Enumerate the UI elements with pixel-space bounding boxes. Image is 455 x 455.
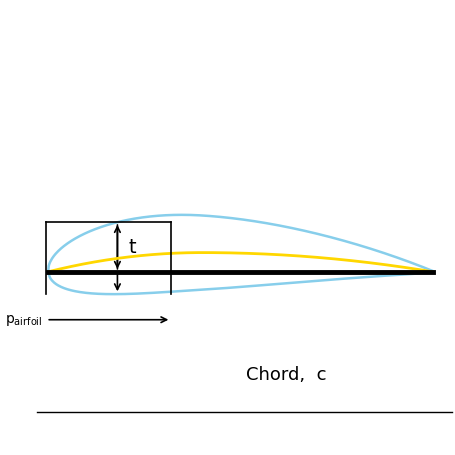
Text: t: t (129, 238, 136, 257)
Text: Chord,  c: Chord, c (246, 365, 326, 383)
Text: $\mathsf{p_{airfoil}}$: $\mathsf{p_{airfoil}}$ (5, 313, 42, 328)
